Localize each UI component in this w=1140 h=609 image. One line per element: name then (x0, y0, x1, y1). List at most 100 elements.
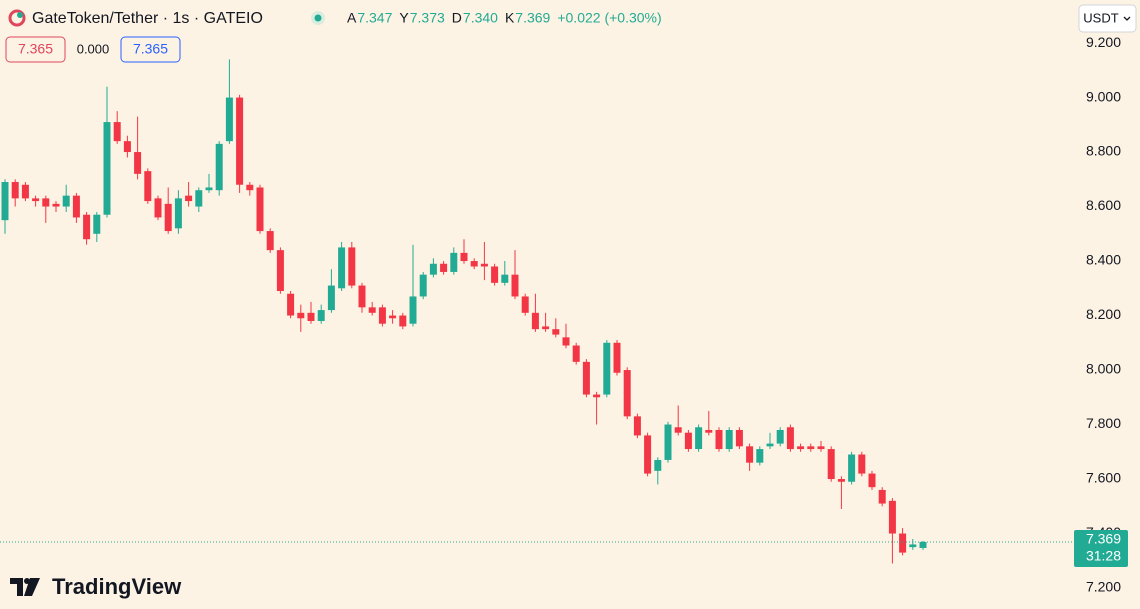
y-tick-label: 9.000 (1086, 88, 1121, 104)
candle-body (593, 394, 601, 398)
currency-button[interactable] (1078, 4, 1137, 33)
candle-body (735, 429, 743, 447)
input-box[interactable] (120, 36, 181, 63)
candle-body (287, 293, 295, 316)
candle-body (409, 296, 417, 324)
candle-body (32, 198, 40, 202)
candle-body (52, 203, 60, 207)
candle-body (62, 195, 70, 207)
legend-value: 7.369 (515, 10, 550, 26)
candle-body (225, 97, 233, 142)
chart-title: GateToken/Tether · 1s · GATEIO (32, 10, 263, 27)
brand-logo: TradingView (10, 574, 182, 599)
currency-label: USDT (1083, 10, 1118, 25)
candle-body (419, 274, 427, 297)
brand-name: TradingView (52, 574, 182, 599)
candle-body (919, 541, 927, 548)
candle-body (276, 250, 284, 292)
last-price-box (1074, 529, 1128, 567)
candle-body (766, 443, 774, 447)
candle-body (899, 533, 907, 553)
candle-body (358, 285, 366, 308)
candle-body (776, 429, 784, 444)
y-tick-label: 9.200 (1086, 34, 1121, 50)
legend-value: 7.347 (357, 10, 392, 26)
candle-body (837, 479, 845, 482)
candle-body (154, 198, 162, 218)
candle-body (756, 449, 764, 463)
countdown: 31:28 (1086, 548, 1121, 564)
legend-key: A (347, 10, 357, 26)
candle-body (348, 247, 356, 286)
candle-body (562, 337, 570, 346)
candle-body (440, 263, 448, 272)
candle-body (491, 266, 499, 283)
y-tick-label: 7.600 (1086, 470, 1121, 486)
legend-key: Y (399, 10, 409, 26)
candle-body (297, 312, 305, 319)
candle-body (72, 195, 80, 218)
input-value: 7.365 (133, 41, 168, 57)
symbol-icon-dot (17, 12, 23, 18)
candle-body (93, 214, 101, 234)
candle-body (399, 315, 407, 327)
brand-icon (24, 578, 30, 584)
candle-body (389, 315, 397, 319)
candle-body (256, 187, 264, 232)
candle-body (511, 274, 519, 297)
candle-body (480, 263, 488, 267)
candle-body (164, 203, 172, 232)
candle-body (725, 429, 733, 450)
candle-body (878, 489, 886, 504)
candle-body (174, 198, 182, 229)
legend-value: 7.373 (410, 10, 445, 26)
candle-body (266, 231, 274, 251)
candle-body (695, 427, 703, 450)
legend-value: 7.340 (463, 10, 498, 26)
candle-body (746, 446, 754, 463)
candle-body (470, 261, 478, 267)
candle-body (501, 274, 509, 283)
candle-body (674, 427, 682, 433)
candle-body (103, 122, 111, 215)
dropdown-arrow (1123, 16, 1131, 21)
candle-body (144, 171, 152, 202)
candle-body (797, 446, 805, 450)
candle-body (11, 182, 19, 199)
legend-key: D (452, 10, 462, 26)
candle-body (246, 184, 254, 191)
input-box[interactable] (5, 36, 66, 63)
legend-key: K (505, 10, 515, 26)
candle-body (633, 416, 641, 436)
candle-body (429, 263, 437, 275)
candle-body (21, 184, 29, 199)
candle-body (888, 500, 896, 534)
candle-body (185, 195, 193, 202)
candle-body (83, 214, 91, 240)
candle-body (644, 435, 652, 474)
candle-body (460, 252, 468, 262)
candle-body (827, 449, 835, 480)
y-tick-label: 8.400 (1086, 252, 1121, 268)
candle-body (1, 182, 9, 221)
legend-change: +0.022 (+0.30%) (557, 10, 661, 26)
y-tick-label: 7.200 (1086, 579, 1121, 595)
brand-icon (10, 578, 40, 596)
y-tick-label: 8.200 (1086, 306, 1121, 322)
candle-body (868, 473, 876, 488)
candle-body (195, 190, 203, 207)
candle-body (848, 454, 856, 482)
candle-body (123, 141, 131, 153)
candle-body (858, 454, 866, 474)
candle-body (215, 143, 223, 191)
candle-body (654, 459, 662, 471)
candle-body (42, 198, 50, 207)
candle-body (327, 285, 335, 311)
candle-body (613, 342, 621, 373)
candle-body (368, 307, 376, 313)
candle-body (317, 310, 325, 321)
y-tick-label: 8.000 (1086, 361, 1121, 377)
candle-body (113, 122, 121, 142)
